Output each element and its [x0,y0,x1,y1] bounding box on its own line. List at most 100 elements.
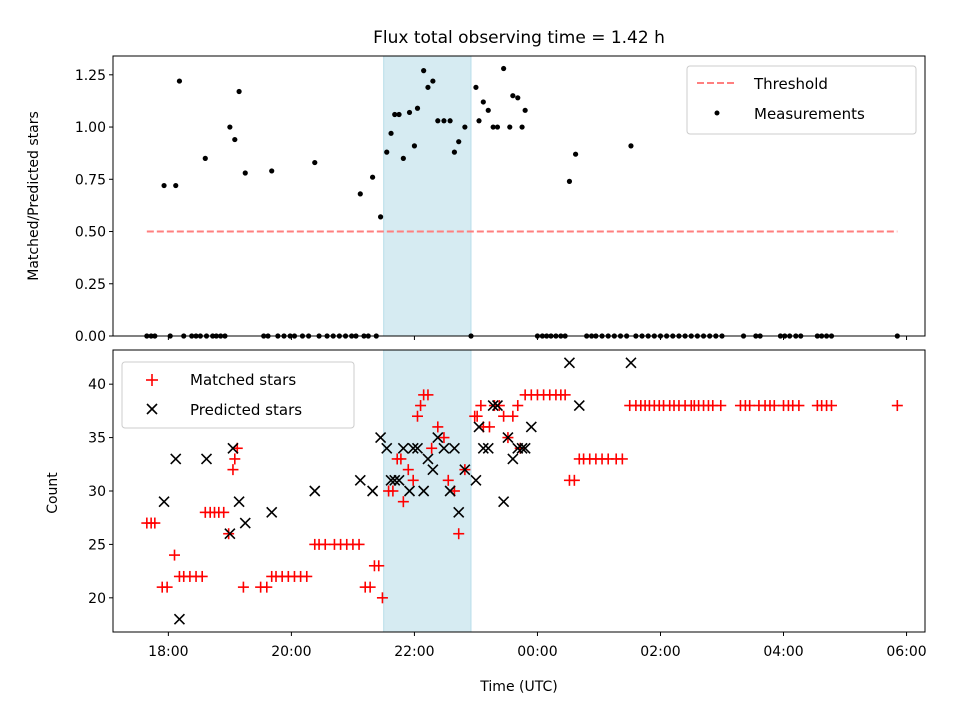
top-y-tick-label: 0.75 [75,172,106,188]
predicted-star-point [563,357,576,369]
matched-star-point [471,410,483,422]
measurement-point [269,168,275,174]
legend-matched-label: Matched stars [190,371,296,389]
measurement-point [507,124,513,130]
measurement-point [447,118,453,124]
x-tick-label: 02:00 [640,644,680,660]
top-y-tick-label: 0.00 [75,329,106,345]
measurement-point [451,149,458,155]
predicted-star-point [448,442,460,454]
matched-star-point [568,474,580,486]
predicted-star-point [491,399,504,412]
matched-star-point [364,581,376,593]
measurement-point [384,149,390,155]
matched-star-point [453,528,465,540]
measurement-point [406,109,413,116]
bottom-panel: 20 25 30 35 40 18:00 20:00 22:00 00:00 02:00 04:00… [88,349,927,660]
matched-star-point [715,400,727,412]
predicted-star-point [470,474,482,486]
matched-star-point [422,389,434,401]
measurement-point [628,143,634,149]
predicted-star-point [375,432,387,444]
bottom-legend: Matched stars Predicted stars [121,361,355,429]
matched-star-point [426,442,438,454]
matched-star-point [387,485,399,497]
predicted-star-point [200,453,213,465]
predicted-star-point [516,442,528,454]
matched-star-point [415,400,427,412]
predicted-star-point [397,442,409,454]
matched-star-point [825,400,837,412]
matched-star-point [475,400,487,412]
matched-star-point [512,400,524,412]
bottom-y-tick-label: 20 [88,591,106,607]
measurement-point [388,130,394,136]
measurement-point [473,84,479,90]
x-tick-label: 18:00 [148,644,188,660]
legend-threshold-label: Threshold [753,75,828,93]
predicted-star-point [224,528,236,540]
bottom-legend-frame [121,361,355,429]
matched-star-point [227,464,239,476]
matched-star-point [438,432,450,444]
measurement-point [456,139,462,145]
top-legend: Threshold Measurements [686,65,917,135]
measurement-point [392,111,398,118]
measurement-point [400,155,406,161]
top-y-tick-label: 0.25 [75,277,106,293]
matched-star-point [261,581,273,593]
x-tick-label: 06:00 [886,644,926,660]
predicted-star-point [233,496,245,508]
matched-star-point [196,570,208,582]
matched-star-point [218,506,230,518]
measurement-point [176,78,183,84]
matched-star-point [397,496,409,508]
measurement-point [227,124,233,130]
bottom-y-axis-label: Count [45,472,61,514]
predicted-star-point [519,442,531,454]
measurement-point [435,118,441,124]
matched-star-point [744,400,756,412]
x-axis-label: Time (UTC) [479,679,557,695]
matched-star-point [237,581,249,593]
measurement-point [430,78,436,84]
measurement-point [411,143,418,149]
predicted-star-point [393,474,405,486]
predicted-star-point [427,464,439,476]
predicted-star-point [502,432,514,444]
measurement-point [161,182,167,189]
matched-star-point [223,528,235,540]
legend-matched-swatch [146,374,158,386]
predicted-star-point [389,474,401,486]
measurement-point [485,107,491,113]
matched-star-point [395,453,407,465]
measurement-point [414,105,421,111]
predicted-star-point [239,517,251,529]
top-y-tick-label: 1.25 [75,68,106,84]
measurement-point [522,107,528,113]
predicted-star-point [625,357,637,369]
measurement-point [519,124,525,130]
predicted-star-point [170,453,182,465]
matched-star-point [616,453,628,465]
predicted-star-point [525,421,537,433]
measurement-point [441,118,447,124]
measurement-point [462,124,468,130]
x-tick-label: 04:00 [763,644,803,660]
legend-predicted-label: Predicted stars [190,401,302,419]
measurement-point [202,155,208,161]
predicted-star-point [403,485,416,497]
matched-star-point [498,410,510,422]
predicted-star-point [444,485,456,497]
predicted-star-point [487,399,499,412]
legend-measurements-label: Measurements [754,105,865,123]
measurement-point [236,88,242,95]
predicted-star-point [477,442,489,454]
legend-measurements-swatch [714,110,720,116]
matched-star-point [149,517,161,529]
top-axes-frame [112,55,926,337]
matched-star-point [407,474,419,486]
measurement-point [572,151,579,157]
matched-star-point [169,549,181,561]
predicted-star-point [407,442,419,454]
